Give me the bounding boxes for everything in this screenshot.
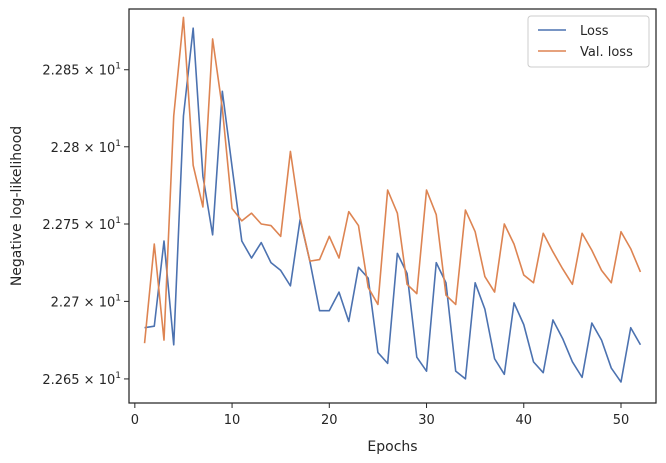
series-line-1 [143, 16, 642, 344]
y-tick-base: 10 [99, 295, 116, 310]
y-tick-times: × [80, 141, 99, 156]
legend-box [527, 15, 650, 68]
y-tick-mantissa: 2.27 [51, 295, 80, 310]
y-tick-base: 10 [99, 373, 116, 388]
y-tick-mantissa: 2.265 [42, 373, 79, 388]
x-tick-label: 20 [321, 413, 338, 428]
y-tick-base: 10 [99, 64, 116, 79]
y-tick-exponent: 1 [115, 371, 121, 381]
y-tick-exponent: 1 [115, 293, 121, 303]
y-tick-mantissa: 2.275 [42, 218, 79, 233]
y-tick-mantissa: 2.285 [42, 64, 79, 79]
y-tick-mantissa: 2.28 [51, 141, 80, 156]
y-tick-times: × [80, 64, 99, 79]
y-tick-label: 2.28 × 101 [51, 139, 121, 156]
y-tick-times: × [80, 218, 99, 233]
y-tick-times: × [80, 295, 99, 310]
y-tick-label: 2.265 × 101 [42, 371, 121, 388]
legend-label: Val. loss [580, 45, 633, 60]
y-tick-base: 10 [99, 141, 116, 156]
legend-label: Loss [580, 24, 609, 39]
y-tick-exponent: 1 [115, 139, 121, 149]
y-tick-label: 2.285 × 101 [42, 62, 121, 79]
series-line-0 [144, 27, 642, 383]
y-tick-label: 2.27 × 101 [51, 293, 121, 310]
x-tick-label: 40 [515, 413, 532, 428]
y-tick-base: 10 [99, 218, 116, 233]
x-axis: 0 10 20 30 40 50 [131, 403, 630, 428]
x-tick-label: 0 [131, 413, 139, 428]
y-tick-label: 2.275 × 101 [42, 216, 121, 233]
axes-frame [128, 8, 657, 404]
plot-area [143, 16, 642, 383]
y-tick-exponent: 1 [115, 62, 121, 72]
y-tick-times: × [80, 373, 99, 388]
y-axis-label: Negative log-likelihood [9, 126, 25, 286]
x-tick-label: 10 [224, 413, 241, 428]
y-tick-exponent: 1 [115, 216, 121, 226]
x-tick-label: 50 [613, 413, 630, 428]
x-tick-label: 30 [418, 413, 435, 428]
legend: Loss Val. loss [527, 15, 650, 68]
x-axis-label: Epochs [367, 439, 417, 455]
